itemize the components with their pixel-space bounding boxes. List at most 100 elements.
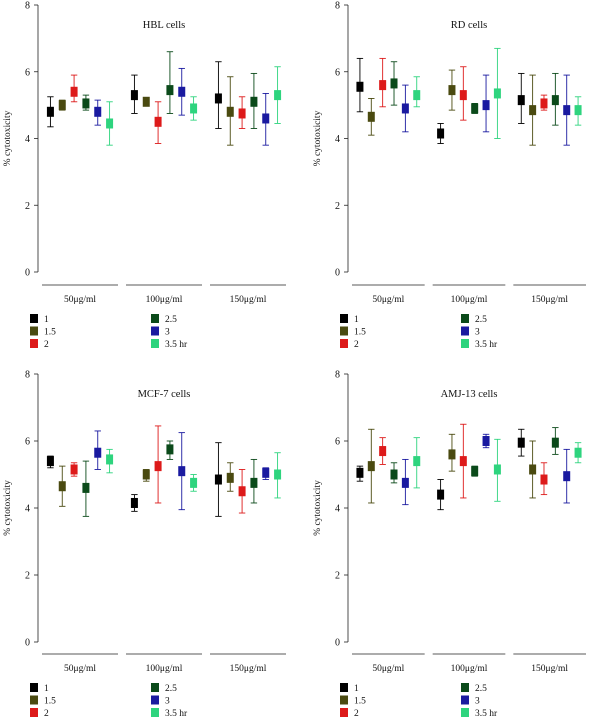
data-marker xyxy=(367,111,375,122)
data-marker xyxy=(238,108,246,119)
data-marker xyxy=(390,469,398,480)
y-tick-label: 8 xyxy=(25,1,30,12)
y-tick-label: 2 xyxy=(335,201,340,212)
data-marker xyxy=(106,454,114,465)
data-marker xyxy=(379,446,387,457)
data-marker xyxy=(142,469,150,480)
legend-label: 2.5 xyxy=(475,684,487,694)
data-marker xyxy=(390,78,398,89)
data-marker xyxy=(94,106,102,117)
category-label: 150μg/ml xyxy=(230,664,267,674)
legend-swatch xyxy=(151,326,159,336)
category-label: 100μg/ml xyxy=(146,664,183,674)
data-marker xyxy=(448,449,456,460)
data-marker xyxy=(154,116,162,127)
y-tick-label: 4 xyxy=(25,504,30,515)
y-tick-label: 6 xyxy=(25,67,30,78)
data-marker xyxy=(574,447,582,458)
legend-swatch xyxy=(461,708,469,717)
legend-swatch xyxy=(340,708,348,717)
data-marker xyxy=(471,103,479,114)
legend-label: 3 xyxy=(165,697,170,707)
chart-panel-2: 0 2 4 6 8 % cytotoxicity MCF-7 cells 50μg/ml 100… xyxy=(3,370,286,719)
y-axis-title: % cytotoxicity xyxy=(313,480,323,536)
data-marker xyxy=(482,436,490,446)
data-marker xyxy=(214,93,222,104)
y-tick-label: 2 xyxy=(335,571,340,582)
y-tick-label: 0 xyxy=(335,638,340,649)
legend-label: 1.5 xyxy=(44,328,56,338)
data-marker xyxy=(70,464,78,475)
chart-panel-1: 0 2 4 6 8 % cytotoxicity RD cells 50μg/ml 100μg/… xyxy=(313,1,586,350)
data-marker xyxy=(413,90,421,101)
data-marker xyxy=(574,105,582,116)
data-marker xyxy=(58,481,66,492)
chart-panel-0: 0 2 4 6 8 % cytotoxicity HBL cells 50μg/ml 100μg… xyxy=(3,1,286,350)
category-label: 100μg/ml xyxy=(451,664,488,674)
data-marker xyxy=(448,85,456,96)
data-marker xyxy=(46,456,54,467)
legend-label: 3.5 hr xyxy=(165,340,188,350)
y-tick-label: 2 xyxy=(25,571,30,582)
legend-label: 2.5 xyxy=(165,684,177,694)
legend-label: 1 xyxy=(354,315,359,325)
data-marker xyxy=(46,106,54,117)
legend-label: 2.5 xyxy=(165,315,177,325)
data-marker xyxy=(517,95,525,106)
data-marker xyxy=(459,90,467,101)
legend-swatch xyxy=(461,683,469,692)
legend-label: 3.5 hr xyxy=(475,340,498,350)
category-label: 50μg/ml xyxy=(372,664,404,674)
legend-swatch xyxy=(340,314,348,323)
data-marker xyxy=(482,100,490,111)
data-marker xyxy=(154,461,162,472)
y-tick-label: 0 xyxy=(25,638,30,649)
legend-label: 1.5 xyxy=(354,328,366,338)
category-label: 150μg/ml xyxy=(531,295,568,305)
legend-swatch xyxy=(340,339,348,348)
data-marker xyxy=(214,474,222,485)
legend-swatch xyxy=(461,326,469,336)
data-marker xyxy=(58,100,66,111)
legend-label: 2.5 xyxy=(475,315,487,325)
legend-swatch xyxy=(461,339,469,348)
legend-label: 3.5 hr xyxy=(165,709,188,719)
y-tick-label: 8 xyxy=(335,370,340,381)
data-marker xyxy=(529,464,537,475)
legend-swatch xyxy=(30,695,38,705)
legend-swatch xyxy=(340,326,348,336)
data-marker xyxy=(356,467,364,478)
data-marker xyxy=(540,474,548,485)
category-label: 100μg/ml xyxy=(451,295,488,305)
data-marker xyxy=(551,95,559,106)
data-marker xyxy=(250,96,258,107)
legend-label: 3 xyxy=(475,697,480,707)
legend-swatch xyxy=(30,708,38,717)
category-label: 150μg/ml xyxy=(230,295,267,305)
legend-swatch xyxy=(30,326,38,336)
data-marker xyxy=(262,467,270,478)
legend-label: 2 xyxy=(354,340,359,350)
data-marker xyxy=(517,437,525,448)
data-marker xyxy=(130,497,138,508)
data-marker xyxy=(274,90,282,101)
legend-swatch xyxy=(340,695,348,705)
data-marker xyxy=(106,118,114,129)
data-marker xyxy=(94,447,102,458)
data-marker xyxy=(563,471,571,482)
legend-label: 1 xyxy=(44,684,49,694)
y-tick-label: 0 xyxy=(335,268,340,279)
category-label: 100μg/ml xyxy=(146,295,183,305)
data-marker xyxy=(551,437,559,448)
data-marker xyxy=(238,486,246,497)
data-marker xyxy=(529,105,537,116)
legend-label: 1.5 xyxy=(44,697,56,707)
data-marker xyxy=(493,464,501,475)
y-tick-label: 4 xyxy=(335,134,340,145)
panel-title: RD cells xyxy=(451,20,487,31)
legend-label: 1.5 xyxy=(354,697,366,707)
legend-label: 3.5 hr xyxy=(475,709,498,719)
data-marker xyxy=(190,477,198,488)
legend-label: 2 xyxy=(44,340,49,350)
